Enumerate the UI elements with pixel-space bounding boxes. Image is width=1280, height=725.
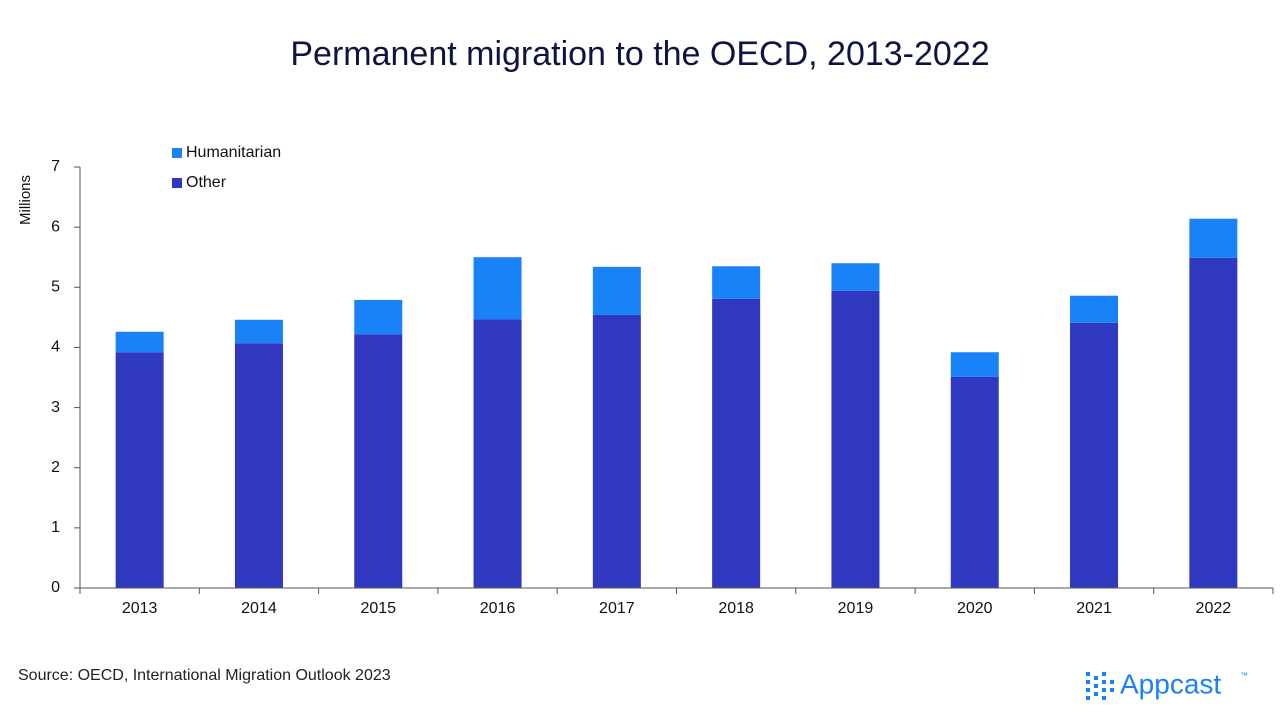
bar-segment	[712, 298, 761, 588]
y-tick-label: 7	[51, 158, 60, 175]
legend-swatch	[172, 178, 182, 188]
bar-segment	[354, 299, 403, 335]
bar-segment	[712, 266, 761, 299]
bar-segment	[592, 314, 641, 588]
x-tick-label: 2017	[599, 600, 635, 617]
legend-label: Other	[186, 174, 227, 191]
y-tick-label: 0	[51, 579, 60, 596]
x-tick-label: 2021	[1076, 600, 1112, 617]
legend-swatch	[172, 148, 182, 158]
bar-segment	[234, 319, 283, 344]
y-tick-label: 2	[51, 459, 60, 476]
source: Source: OECD, International Migration Ou…	[18, 667, 391, 684]
bar-segment	[592, 266, 641, 315]
x-tick-label: 2016	[480, 600, 516, 617]
x-tick-label: 2014	[241, 600, 277, 617]
bar-segment	[115, 352, 164, 588]
x-tick-label: 2022	[1196, 600, 1232, 617]
bar-segment	[473, 257, 522, 320]
bar-segment	[1189, 257, 1238, 588]
bar-segment	[950, 352, 999, 377]
x-tick-label: 2015	[360, 600, 396, 617]
bar-segment	[1070, 322, 1119, 588]
x-tick-label: 2020	[957, 600, 993, 617]
y-tick-label: 6	[51, 218, 60, 235]
bar-segment	[354, 334, 403, 588]
x-tick-label: 2018	[718, 600, 754, 617]
bar-segment	[234, 343, 283, 588]
bar-segment	[115, 331, 164, 353]
y-tick-label: 1	[51, 519, 60, 536]
y-tick-label: 4	[51, 339, 60, 356]
x-tick-label: 2013	[122, 600, 158, 617]
legend-label: Humanitarian	[186, 144, 281, 161]
bar-segment	[1070, 295, 1119, 323]
y-tick-label: 5	[51, 279, 60, 296]
bar-segment	[831, 263, 880, 291]
bar-segment	[950, 376, 999, 588]
y-axis-label: Millions	[17, 175, 34, 225]
logo-mark: ™	[1240, 671, 1248, 680]
bar-segment	[473, 319, 522, 588]
bar-segment	[1189, 218, 1238, 258]
logo: Appcast	[1120, 668, 1221, 699]
chart-title: Permanent migration to the OECD, 2013-20…	[290, 35, 989, 73]
x-tick-label: 2019	[838, 600, 874, 617]
logo-icon	[1086, 672, 1114, 700]
bar-segment	[831, 290, 880, 588]
y-tick-label: 3	[51, 399, 60, 416]
